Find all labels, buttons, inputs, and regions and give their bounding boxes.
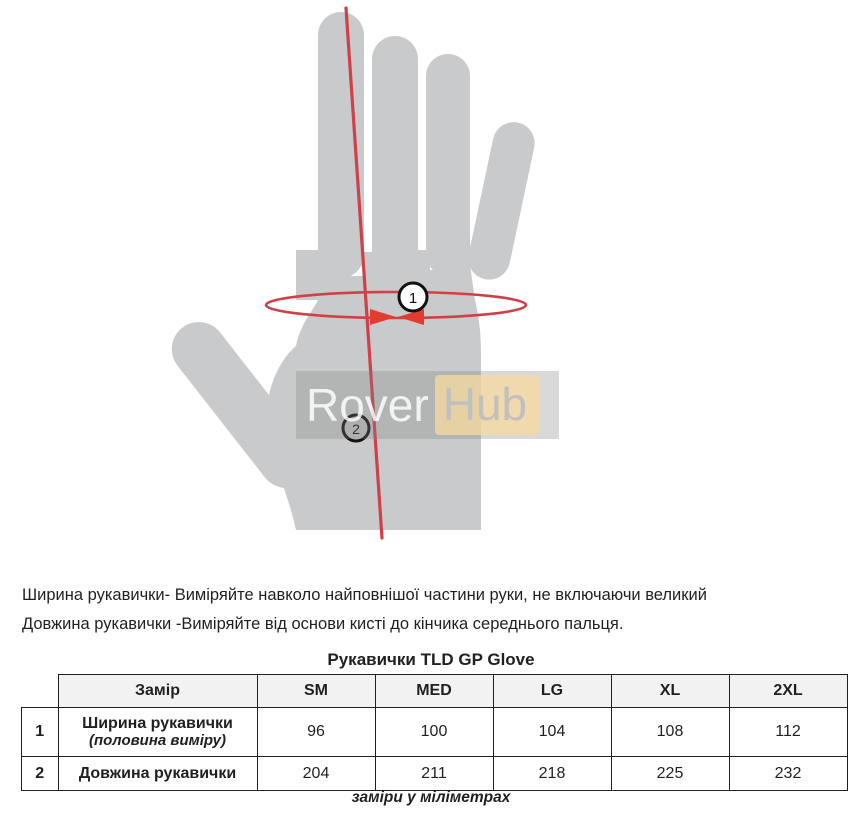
instruction-line-length: Довжина рукавички -Виміряйте від основи … [22, 615, 624, 633]
row-label-main: Довжина рукавички [78, 764, 237, 782]
header-measurement: Замір [57, 674, 258, 708]
header-size-med: MED [374, 674, 494, 708]
header-size-xl: XL [610, 674, 730, 708]
cell-length-sm: 204 [256, 756, 376, 791]
header-size-2xl: 2XL [728, 674, 848, 708]
width-arrow-left [370, 309, 396, 325]
cell-width-sm: 96 [256, 707, 376, 757]
row-label-main: Ширина рукавички [82, 714, 233, 732]
table-row: 2 Довжина рукавички 204 211 218 225 232 [21, 756, 848, 791]
cell-length-lg: 218 [492, 756, 612, 791]
marker-1-label: 1 [409, 290, 417, 307]
size-chart-table: Замір SM MED LG XL 2XL 1 Ширина рукавичк… [21, 674, 848, 791]
cell-width-lg: 104 [492, 707, 612, 757]
cell-width-med: 100 [374, 707, 494, 757]
row-label: Ширина рукавички (половина виміру) [57, 707, 258, 757]
row-label-sub: (половина виміру) [88, 731, 226, 749]
cell-width-xl: 108 [610, 707, 730, 757]
width-guide-ellipse [264, 290, 528, 320]
cell-width-2xl: 112 [728, 707, 848, 757]
row-label: Довжина рукавички [57, 756, 258, 791]
units-footnote: заміри у міліметрах [351, 789, 511, 806]
cell-length-med: 211 [374, 756, 494, 791]
size-table-title: Рукавички TLD GP Glove [327, 650, 535, 669]
length-guide-line [344, 6, 384, 540]
glove-illustration: 1 2 [171, 6, 535, 540]
marker-1-badge: 1 [397, 281, 429, 313]
glove-diagram: 1 2 Rover Hub [171, 6, 559, 540]
instruction-line-width: Ширина рукавички- Виміряйте навколо найп… [22, 586, 707, 604]
row-index: 2 [21, 756, 59, 791]
cell-length-2xl: 232 [728, 756, 848, 791]
header-size-lg: LG [492, 674, 612, 708]
table-header-row: Замір SM MED LG XL 2XL [22, 674, 848, 708]
size-table-head: Замір SM MED LG XL 2XL [22, 674, 848, 708]
width-arrow-right [398, 309, 424, 325]
marker-2-badge: 2 [341, 413, 371, 443]
glove-silhouette [171, 12, 535, 530]
header-index-blank [22, 675, 59, 708]
cell-length-xl: 225 [610, 756, 730, 791]
size-table-body: 1 Ширина рукавички (половина виміру) 96 … [21, 707, 848, 791]
marker-2-label: 2 [352, 421, 360, 437]
row-index: 1 [21, 707, 59, 757]
table-row: 1 Ширина рукавички (половина виміру) 96 … [21, 707, 848, 757]
measurement-instructions: Ширина рукавички- Виміряйте навколо найп… [0, 586, 862, 644]
header-size-sm: SM [256, 674, 376, 708]
